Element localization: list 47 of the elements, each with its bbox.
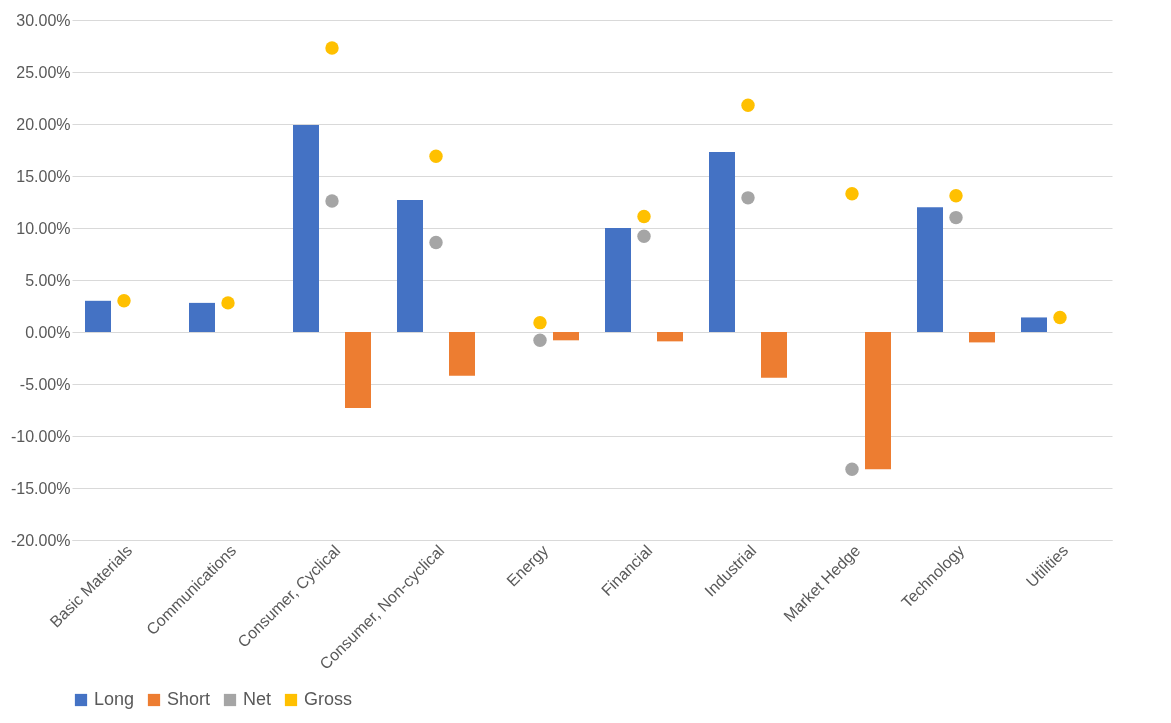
bar: [449, 332, 475, 376]
point: [325, 41, 339, 55]
y-tick-label: 30.00%: [16, 11, 71, 29]
legend-label: Net: [243, 689, 272, 709]
point: [1053, 310, 1067, 325]
point: [533, 333, 547, 348]
point: [949, 189, 963, 203]
y-tick-label: -20.00%: [10, 531, 71, 549]
point: [845, 462, 859, 476]
legend-label: Gross: [304, 689, 353, 709]
point: [221, 296, 235, 310]
point: [741, 98, 755, 112]
bar: [917, 207, 943, 332]
bar: [553, 332, 579, 341]
point: [637, 209, 651, 224]
point: [949, 210, 963, 225]
y-tick-label: -15.00%: [10, 479, 71, 497]
point: [845, 186, 859, 201]
y-tick-label: -10.00%: [10, 427, 71, 445]
y-tick-label: 0.00%: [25, 323, 71, 341]
y-tick-label: 15.00%: [16, 167, 71, 185]
legend-label: Short: [167, 689, 211, 709]
bar: [865, 332, 891, 470]
point: [429, 149, 443, 163]
y-tick-label: 5.00%: [25, 271, 71, 289]
point: [533, 315, 547, 330]
bar: [761, 332, 787, 378]
bar: [969, 332, 995, 343]
point: [741, 191, 755, 205]
bar: [657, 332, 683, 342]
y-tick-label: 20.00%: [16, 115, 71, 133]
y-tick-label: 25.00%: [16, 63, 71, 81]
bar: [85, 300, 111, 332]
point: [117, 294, 131, 308]
point: [325, 194, 339, 208]
bar: [1021, 317, 1047, 332]
point: [429, 235, 443, 250]
bar: [293, 125, 319, 332]
bar: [345, 332, 371, 408]
legend-label: Long: [94, 689, 135, 709]
bar: [605, 228, 631, 332]
y-tick-label: -5.00%: [19, 375, 71, 393]
point: [637, 229, 651, 244]
bar: [709, 152, 735, 332]
bar: [189, 302, 215, 332]
bar: [397, 199, 423, 332]
y-tick-label: 10.00%: [16, 219, 71, 237]
